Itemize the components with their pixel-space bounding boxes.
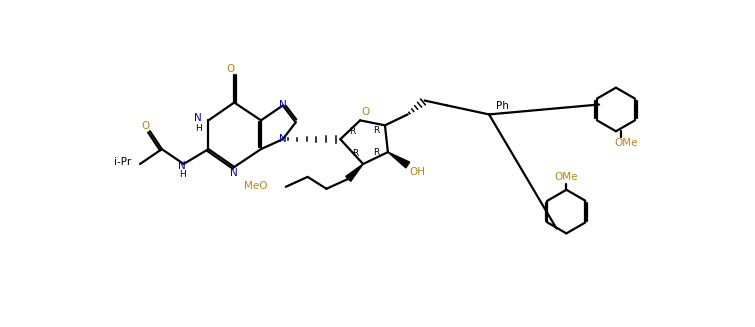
Text: N: N <box>230 168 238 178</box>
Polygon shape <box>346 164 363 181</box>
Text: R: R <box>373 126 379 135</box>
Text: OMe: OMe <box>555 172 578 182</box>
Text: MeO: MeO <box>245 181 268 191</box>
Polygon shape <box>388 152 410 168</box>
Text: OMe: OMe <box>614 138 638 148</box>
Text: O: O <box>142 121 150 131</box>
Text: OH: OH <box>410 167 426 177</box>
Text: H: H <box>195 124 202 133</box>
Text: N: N <box>279 100 287 111</box>
Text: R: R <box>349 127 356 136</box>
Text: R: R <box>352 148 359 158</box>
Text: O: O <box>361 108 369 117</box>
Text: N: N <box>279 134 287 144</box>
Text: O: O <box>226 64 234 74</box>
Text: R: R <box>373 147 379 157</box>
Text: i-Pr: i-Pr <box>113 157 131 167</box>
Text: H: H <box>179 170 186 180</box>
Text: Ph: Ph <box>497 101 510 112</box>
Text: N: N <box>178 161 186 171</box>
Text: N: N <box>194 113 202 123</box>
